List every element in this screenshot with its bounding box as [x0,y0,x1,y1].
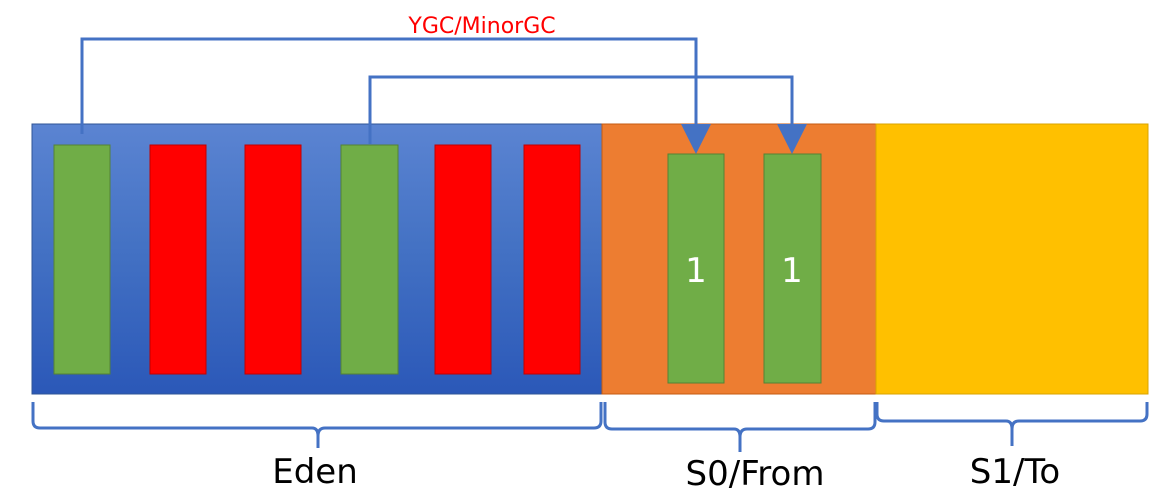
survivor-object-1 [667,153,725,384]
eden-object-live-2 [340,144,399,375]
s0-from-region [601,123,877,395]
minor-gc-title: YGC/MinorGC [408,14,556,39]
eden-object-dead-4 [523,144,581,375]
s0-from-label: S0/From [685,454,825,494]
eden-object-dead-2 [244,144,302,375]
eden-brace [31,402,603,448]
survivor-object-2 [763,153,822,384]
s1-to-label: S1/To [969,452,1061,492]
eden-label: Eden [272,452,358,492]
eden-region [31,123,603,395]
minor-gc-arrow-inner [368,75,807,154]
minor-gc-arrow-outer [80,37,711,154]
survivor-object-age: 1 [781,251,803,291]
eden-object-live-1 [53,144,111,375]
s0-from-brace [603,402,877,452]
survivor-object-age: 1 [685,251,707,291]
eden-object-dead-3 [434,144,492,375]
s1-to-brace [875,402,1149,446]
eden-object-dead-1 [149,144,207,375]
s1-to-region [875,123,1149,395]
